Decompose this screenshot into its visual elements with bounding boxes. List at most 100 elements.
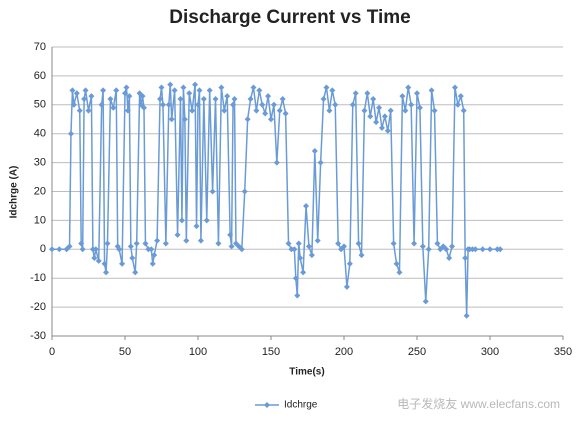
data-point <box>126 93 133 100</box>
data-point <box>381 113 388 120</box>
data-point <box>472 246 479 253</box>
data-point <box>276 107 283 114</box>
y-tick-label: 40 <box>34 128 46 140</box>
data-point <box>414 90 420 97</box>
data-point <box>352 90 359 97</box>
data-point <box>167 81 174 88</box>
data-point <box>241 188 248 195</box>
data-point <box>92 246 99 253</box>
data-point <box>273 159 280 166</box>
data-point <box>443 246 450 253</box>
y-tick-label: 50 <box>34 99 46 111</box>
data-point <box>100 87 107 94</box>
data-point <box>262 110 269 117</box>
data-point <box>291 246 298 253</box>
data-point <box>317 159 324 166</box>
data-point <box>181 116 188 123</box>
data-point <box>419 243 426 250</box>
data-point <box>88 93 95 100</box>
data-point <box>67 130 74 137</box>
data-point <box>279 96 286 103</box>
x-tick-label: 0 <box>49 346 55 358</box>
data-point <box>206 87 213 94</box>
data-point <box>364 90 371 97</box>
data-point <box>122 90 128 97</box>
data-point <box>183 237 190 244</box>
data-point <box>69 87 76 94</box>
data-point <box>70 101 77 108</box>
data-point <box>454 101 461 108</box>
x-axis-label: Time(s) <box>289 367 324 378</box>
data-point <box>165 101 172 108</box>
data-point <box>49 246 55 253</box>
data-point <box>218 84 225 91</box>
data-point <box>228 243 235 250</box>
data-point <box>297 254 304 261</box>
data-point <box>399 93 406 100</box>
data-point <box>103 269 110 276</box>
data-point <box>250 84 257 91</box>
y-tick-label: 10 <box>34 214 46 226</box>
data-point <box>295 240 302 247</box>
data-point <box>81 96 88 103</box>
data-point <box>197 237 204 244</box>
data-point <box>343 283 350 290</box>
data-point <box>149 260 156 267</box>
data-point <box>405 84 412 91</box>
data-point <box>178 217 185 224</box>
data-point <box>384 127 391 134</box>
x-tick-label: 50 <box>119 346 131 358</box>
data-point <box>113 87 120 94</box>
x-tick-label: 300 <box>481 346 499 358</box>
data-point <box>203 217 210 224</box>
data-point <box>300 269 307 276</box>
data-point <box>139 93 146 100</box>
data-point <box>132 269 139 276</box>
data-point <box>303 202 310 209</box>
y-tick-label: -30 <box>30 330 46 342</box>
data-point <box>189 107 196 114</box>
data-point <box>370 96 377 103</box>
data-point <box>349 101 356 108</box>
data-point <box>174 231 181 238</box>
data-point <box>107 96 114 103</box>
x-tick-label: 100 <box>189 346 207 358</box>
data-point <box>238 246 245 253</box>
data-point <box>268 116 274 123</box>
data-point <box>463 312 470 319</box>
data-point <box>119 260 126 267</box>
data-point <box>497 246 504 253</box>
data-point <box>168 116 175 123</box>
data-point <box>227 231 234 238</box>
data-point <box>329 87 336 94</box>
data-point <box>431 107 438 114</box>
data-point <box>116 246 123 253</box>
data-point <box>402 107 409 114</box>
data-point <box>449 243 456 250</box>
data-point <box>140 104 147 111</box>
data-point <box>154 237 161 244</box>
data-point <box>95 257 102 264</box>
data-point <box>311 148 318 155</box>
data-point <box>78 240 85 247</box>
data-point <box>79 246 86 253</box>
data-point <box>196 87 203 94</box>
data-point <box>361 107 368 114</box>
data-point <box>256 87 263 94</box>
data-point <box>157 96 164 103</box>
data-point <box>305 243 312 250</box>
data-point <box>212 96 219 103</box>
data-point <box>308 252 315 259</box>
data-point <box>221 107 228 114</box>
data-point <box>230 101 237 108</box>
y-tick-label: 60 <box>34 70 46 82</box>
watermark: 电子发烧友 www.elecfans.com <box>397 396 560 411</box>
data-point <box>323 84 330 91</box>
y-tick-label: 30 <box>34 157 46 169</box>
data-point <box>253 107 260 114</box>
data-point <box>177 96 184 103</box>
data-point <box>408 101 415 108</box>
data-point <box>294 292 301 299</box>
y-tick-label: 70 <box>34 41 46 53</box>
